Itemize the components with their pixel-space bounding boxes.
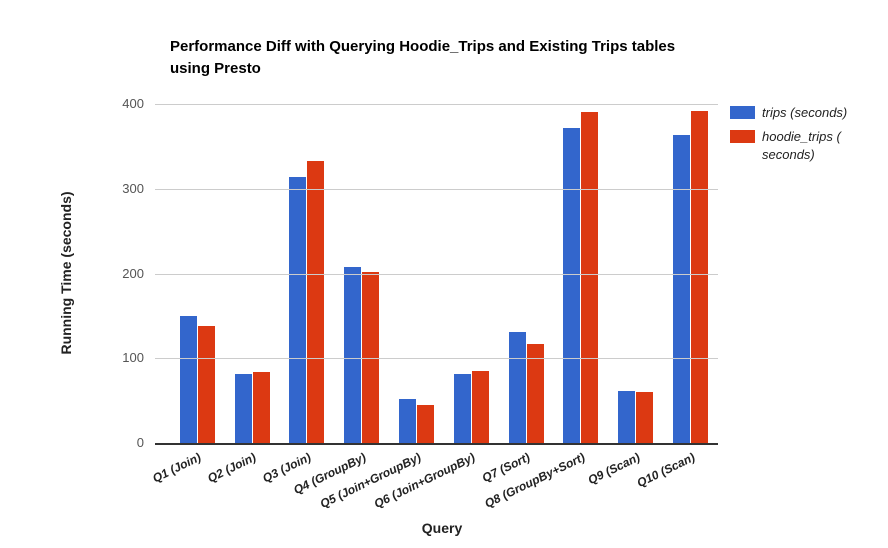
legend-swatch-hoodie-trips: [730, 130, 755, 143]
chart-title: Performance Diff with Querying Hoodie_Tr…: [170, 38, 676, 77]
bar-group-4: [334, 104, 389, 443]
bar-hoodie_trips-6[interactable]: [471, 370, 489, 443]
gridline-200: [155, 273, 718, 275]
bar-hoodie_trips-8[interactable]: [581, 112, 599, 443]
bar-trips-3[interactable]: [289, 176, 307, 443]
gridline-100: [155, 358, 718, 360]
legend-item-hoodie-trips[interactable]: hoodie_trips ( seconds): [730, 128, 847, 164]
legend-label-trips: trips (seconds): [762, 105, 848, 120]
bar-hoodie_trips-10[interactable]: [691, 110, 709, 443]
legend: trips (seconds) hoodie_trips ( seconds): [730, 104, 847, 164]
y-tick-label-400: 400: [122, 96, 144, 111]
bar-hoodie_trips-9[interactable]: [636, 392, 654, 443]
plot-area: [155, 104, 718, 445]
bar-trips-5[interactable]: [399, 398, 417, 443]
bar-hoodie_trips-7[interactable]: [526, 343, 544, 443]
bar-hoodie_trips-3[interactable]: [307, 160, 325, 443]
bar-group-2: [225, 104, 280, 443]
gridline-400: [155, 104, 718, 105]
bar-trips-8[interactable]: [563, 127, 581, 443]
bar-group-3: [280, 104, 335, 443]
y-tick-label-200: 200: [122, 265, 144, 281]
bar-group-9: [608, 104, 663, 443]
bar-trips-10[interactable]: [673, 134, 691, 443]
gridline-300: [155, 188, 718, 190]
bar-hoodie_trips-4[interactable]: [362, 271, 380, 443]
bar-trips-6[interactable]: [453, 374, 471, 443]
legend-swatch-trips: [730, 106, 755, 119]
bar-group-10: [663, 104, 718, 443]
bar-group-6: [444, 104, 499, 443]
bars-row: [170, 104, 718, 443]
legend-item-trips[interactable]: trips (seconds): [730, 104, 847, 122]
y-tick-label-0: 0: [136, 435, 144, 450]
bar-trips-9[interactable]: [618, 391, 636, 443]
y-tick-label-100: 100: [122, 350, 144, 366]
bar-trips-2[interactable]: [234, 374, 252, 443]
y-tick-label-300: 300: [122, 180, 144, 196]
bar-trips-4[interactable]: [344, 266, 362, 443]
bar-group-8: [554, 104, 609, 443]
bar-trips-7[interactable]: [508, 331, 526, 443]
bar-hoodie_trips-5[interactable]: [417, 404, 435, 443]
y-axis-title: Running Time (seconds): [58, 191, 74, 355]
bar-group-1: [170, 104, 225, 443]
bar-trips-1[interactable]: [179, 315, 197, 443]
bar-group-5: [389, 104, 444, 443]
bar-hoodie_trips-1[interactable]: [197, 326, 215, 443]
legend-label-hoodie-trips: hoodie_trips ( seconds): [762, 129, 841, 162]
x-axis-title: Query: [421, 520, 463, 536]
bar-hoodie_trips-2[interactable]: [252, 371, 270, 443]
bar-group-7: [499, 104, 554, 443]
